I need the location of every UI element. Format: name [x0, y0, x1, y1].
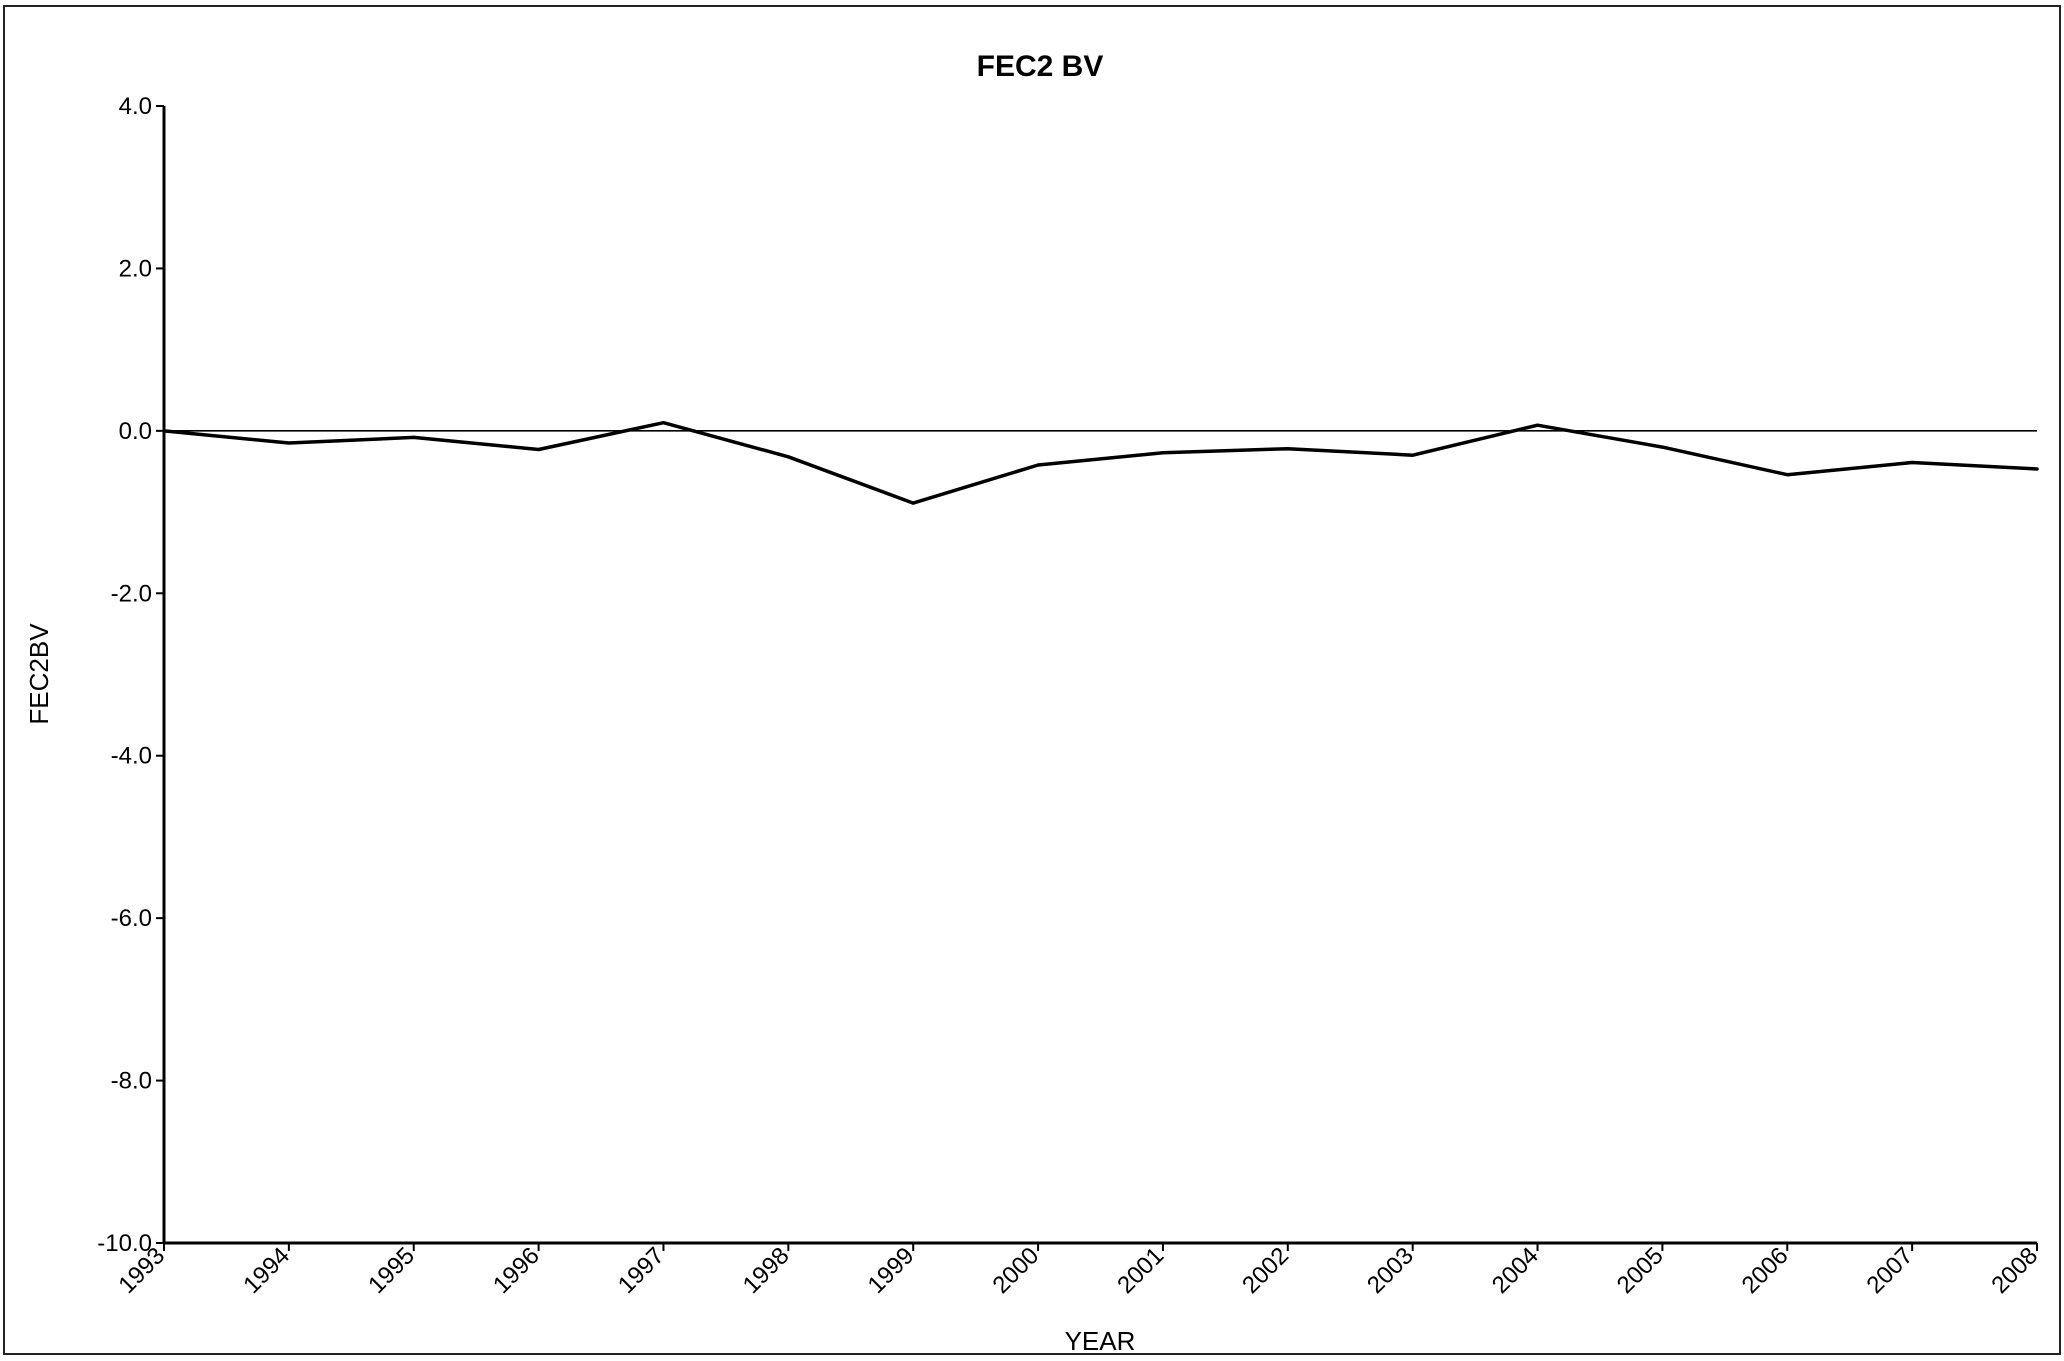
- data-point: [1286, 447, 1290, 451]
- data-point: [287, 441, 291, 445]
- chart-title: FEC2 BV: [977, 50, 1104, 83]
- data-point: [1161, 451, 1165, 455]
- x-tick-label: 1994: [238, 1242, 295, 1299]
- data-point: [786, 455, 790, 459]
- x-tick-label: 2001: [1112, 1242, 1169, 1299]
- data-point: [1910, 461, 1914, 465]
- series-line: [162, 420, 2039, 505]
- data-point: [661, 421, 665, 425]
- x-tick-label: 1996: [488, 1242, 545, 1299]
- y-tick-label: -10.0: [97, 1230, 152, 1257]
- data-point: [1536, 423, 1540, 427]
- x-tick-label: 2006: [1737, 1242, 1794, 1299]
- x-tick-label: 1995: [363, 1242, 420, 1299]
- data-point: [412, 435, 416, 439]
- data-point: [2035, 467, 2039, 471]
- y-tick-label: -8.0: [111, 1068, 152, 1095]
- x-tick-label: 1998: [738, 1242, 795, 1299]
- data-point: [1660, 445, 1664, 449]
- y-axis-label: FEC2BV: [24, 623, 54, 725]
- y-tick-label: 0.0: [119, 418, 152, 445]
- data-point: [1411, 453, 1415, 457]
- data-point: [1785, 473, 1789, 477]
- data-point: [1036, 463, 1040, 467]
- y-tick-label: -2.0: [111, 580, 152, 607]
- y-tick-label: 4.0: [119, 93, 152, 120]
- data-point: [162, 429, 166, 433]
- x-tick-label: 2000: [987, 1242, 1044, 1299]
- y-tick-label: -6.0: [111, 905, 152, 932]
- x-tick-label: 2007: [1862, 1242, 1919, 1299]
- x-tick-label: 1999: [863, 1242, 920, 1299]
- x-tick-label: 2008: [1986, 1242, 2043, 1299]
- data-point: [911, 501, 915, 505]
- x-tick-label: 2002: [1237, 1242, 1294, 1299]
- data-point: [537, 448, 541, 452]
- y-tick-label: -4.0: [111, 743, 152, 770]
- x-tick-label: 1997: [613, 1242, 670, 1299]
- y-tick-label: 2.0: [119, 255, 152, 282]
- x-axis-label: YEAR: [1065, 1326, 1136, 1356]
- x-tick-label: 2004: [1487, 1242, 1544, 1299]
- chart-frame: [3, 5, 2061, 1355]
- x-tick-label: 2005: [1612, 1242, 1669, 1299]
- x-tick-label: 2003: [1362, 1242, 1419, 1299]
